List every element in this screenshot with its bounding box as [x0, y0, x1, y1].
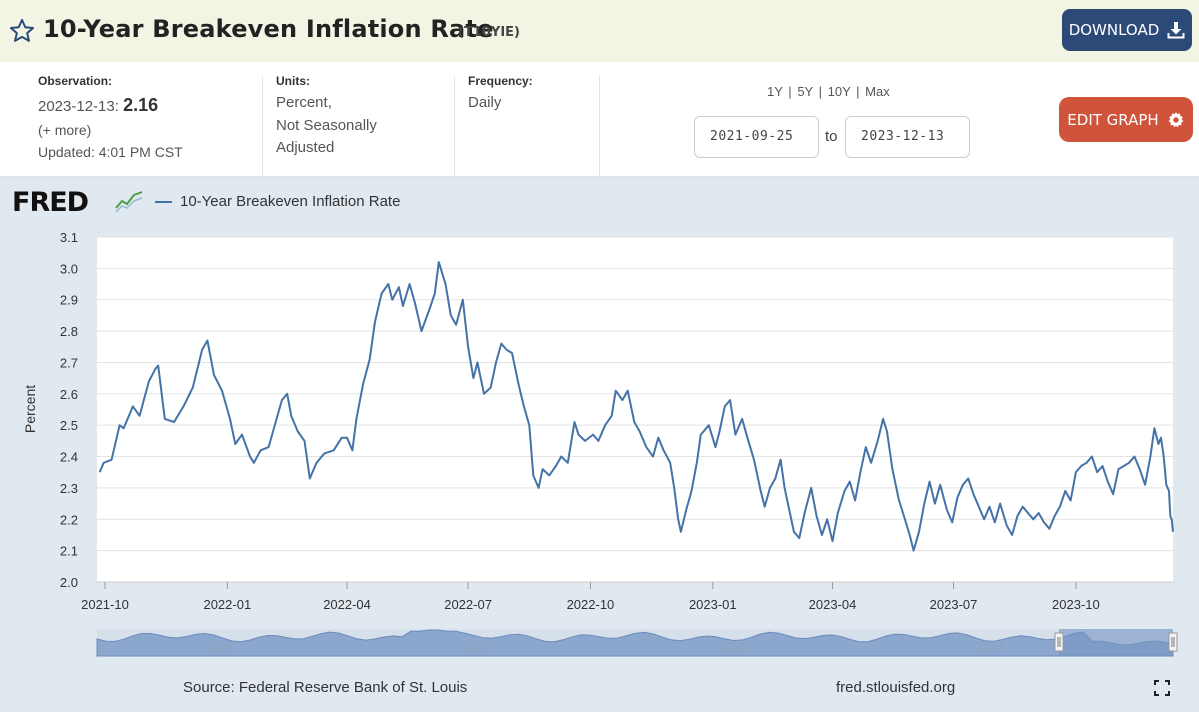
range-links: 1Y | 5Y | 10Y | Max	[767, 84, 890, 99]
navigator-silhouette	[96, 629, 1174, 657]
observation-value: 2.16	[123, 95, 159, 115]
range-1y[interactable]: 1Y	[767, 84, 783, 99]
start-date-input[interactable]: 2021-09-25	[694, 116, 819, 158]
x-tick-label: 2022-01	[203, 597, 251, 612]
edit-graph-label: EDIT GRAPH	[1067, 110, 1159, 129]
download-icon	[1167, 22, 1185, 39]
meta-panel: Observation: 2023-12-13: 2.16 (+ more) U…	[0, 62, 1199, 177]
y-tick-label: 2.7	[60, 355, 78, 370]
y-tick-label: 2.9	[60, 293, 78, 308]
range-separator: |	[788, 84, 792, 99]
navigator-handle[interactable]	[1054, 632, 1064, 652]
title-bar	[0, 0, 1199, 62]
range-max[interactable]: Max	[865, 84, 890, 99]
x-tick-label: 2023-04	[809, 597, 857, 612]
y-tick-label: 2.5	[60, 418, 78, 433]
units-label: Units:	[276, 74, 310, 88]
x-tick-label: 2023-10	[1052, 597, 1100, 612]
divider	[599, 76, 600, 176]
x-tick-label: 2022-07	[444, 597, 492, 612]
y-tick-label: 3.0	[60, 261, 78, 276]
x-tick-label: 2023-01	[689, 597, 737, 612]
navigator-year-label: 2010	[463, 640, 490, 654]
frequency-value: Daily	[468, 94, 502, 111]
more-link[interactable]: (+ more)	[38, 121, 92, 138]
source-text: Source: Federal Reserve Bank of St. Loui…	[183, 679, 468, 696]
to-label: to	[825, 128, 838, 145]
y-tick-label: 2.0	[60, 575, 78, 590]
divider	[262, 76, 263, 176]
y-tick-label: 2.4	[60, 450, 78, 465]
navigator-year-label: 2020	[977, 640, 1004, 654]
range-5y[interactable]: 5Y	[797, 84, 813, 99]
navigator-year-label: 2005	[206, 640, 233, 654]
gear-icon	[1168, 111, 1184, 127]
observation-date: 2023-12-13:	[38, 98, 119, 115]
y-tick-label: 2.6	[60, 387, 78, 402]
plot-background	[97, 237, 1173, 582]
site-link[interactable]: fred.stlouisfed.org	[836, 679, 956, 696]
y-tick-label: 3.1	[60, 230, 78, 245]
units-line: Adjusted	[276, 139, 335, 156]
fred-logo: FRED	[12, 187, 89, 218]
y-tick-label: 2.8	[60, 324, 78, 339]
y-tick-label: 2.3	[60, 481, 78, 496]
legend-label: 10-Year Breakeven Inflation Rate	[180, 193, 401, 210]
edit-graph-button[interactable]: EDIT GRAPH	[1059, 97, 1193, 142]
units-line: Percent,	[276, 94, 332, 111]
navigator-handle[interactable]	[1168, 632, 1178, 652]
y-axis-label: Percent	[22, 385, 38, 433]
range-10y[interactable]: 10Y	[827, 84, 851, 99]
legend-swatch	[155, 200, 172, 203]
frequency-label: Frequency:	[468, 74, 533, 88]
units-line: Not Seasonally	[276, 116, 377, 134]
x-tick-label: 2021-10	[81, 597, 129, 612]
end-date-input[interactable]: 2023-12-13	[845, 116, 970, 158]
range-separator: |	[818, 84, 822, 99]
chart-legend: 10-Year Breakeven Inflation Rate	[155, 193, 400, 210]
download-label: DOWNLOAD	[1068, 21, 1160, 39]
y-tick-label: 2.1	[60, 544, 78, 559]
page-title: 10-Year Breakeven Inflation Rate	[43, 15, 494, 43]
x-tick-label: 2023-07	[930, 597, 978, 612]
range-separator: |	[856, 84, 860, 99]
observation-block: Observation: 2023-12-13: 2.16 (+ more) U…	[38, 74, 183, 163]
navigator-selection	[1059, 629, 1173, 656]
star-icon[interactable]	[8, 17, 36, 45]
download-button[interactable]: DOWNLOAD	[1062, 9, 1192, 51]
y-tick-label: 2.2	[60, 512, 78, 527]
divider	[454, 76, 455, 176]
series-id: (T10YIE)	[458, 25, 520, 40]
series-line	[98, 261, 1174, 552]
x-tick-label: 2022-04	[323, 597, 371, 612]
fullscreen-icon[interactable]	[1154, 680, 1170, 696]
navigator-year-label: 2015	[720, 640, 747, 654]
observation-label: Observation:	[38, 74, 113, 88]
units-block: Units: Percent, Not Seasonally Adjusted	[276, 74, 377, 160]
trend-logo-icon	[115, 191, 143, 213]
x-tick-label: 2022-10	[567, 597, 615, 612]
updated-text: Updated: 4:01 PM CST	[38, 143, 183, 160]
frequency-block: Frequency: Daily	[468, 74, 533, 115]
